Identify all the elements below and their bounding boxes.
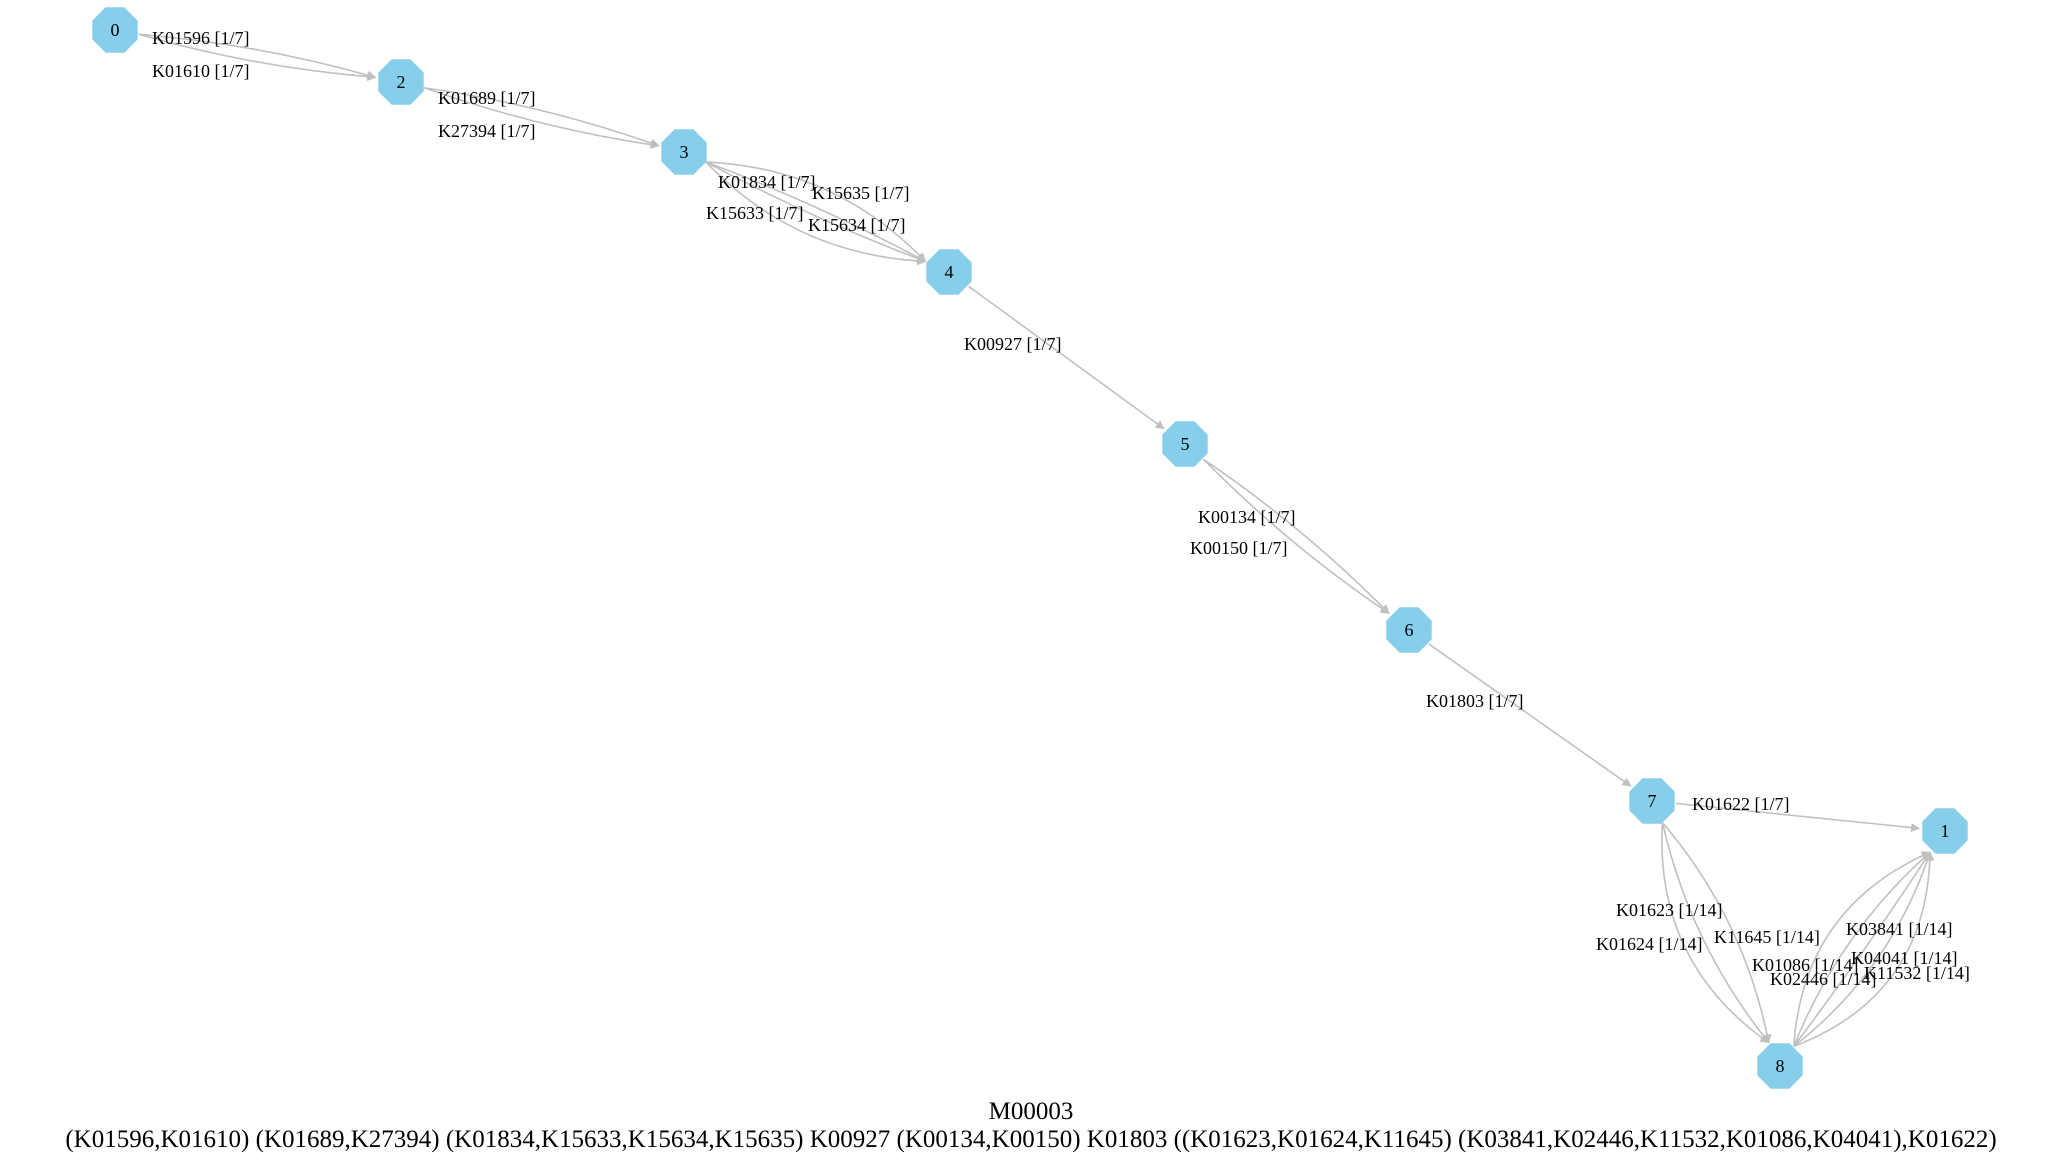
edge-label: K27394 [1/7] [438, 121, 536, 141]
edge-label: K00150 [1/7] [1190, 538, 1288, 558]
edge-7-1-12 [1675, 802, 1921, 833]
edge-7-8-14 [1661, 822, 1770, 1044]
edge-label-layer: K01596 [1/7] K01610 [1/7] K01689 [1/7] K273… [152, 28, 1970, 989]
edge-label: K02446 [1/14] [1770, 969, 1877, 989]
edge-label: K00927 [1/7] [964, 334, 1062, 354]
node-octagon [378, 59, 424, 105]
edge-layer [138, 33, 1935, 1048]
node-7: 7 [1629, 778, 1675, 824]
edge-label: K15633 [1/7] [706, 203, 804, 223]
edge-6-7-11 [1428, 643, 1632, 787]
edge-4-5-8 [967, 285, 1165, 430]
edge-label: K01610 [1/7] [152, 61, 250, 81]
node-3: 3 [661, 129, 707, 175]
edge-label: K03841 [1/14] [1846, 919, 1953, 939]
node-0: 0 [92, 7, 138, 53]
edge-label: K01623 [1/14] [1616, 900, 1723, 920]
edge-3-4-5 [705, 161, 926, 262]
edge-8-1-19 [1793, 851, 1931, 1047]
node-label: 3 [680, 142, 689, 162]
edge-7-8-15 [1661, 822, 1772, 1044]
node-octagon [1162, 421, 1208, 467]
node-octagon [661, 129, 707, 175]
module-definition: (K01596,K01610) (K01689,K27394) (K01834,… [65, 1126, 1997, 1153]
edge-3-4-6 [705, 161, 927, 266]
edge-8-1-16 [1792, 851, 1931, 1047]
edge-8-1-18 [1793, 851, 1932, 1047]
edge-label: K15635 [1/7] [812, 183, 910, 203]
edge-0-2-0 [138, 33, 377, 80]
edge-8-1-17 [1793, 851, 1931, 1047]
edge-2-3-3 [424, 87, 660, 150]
edge-label: K01622 [1/7] [1692, 794, 1790, 814]
edge-label: K15634 [1/7] [808, 215, 906, 235]
node-label: 0 [111, 20, 120, 40]
node-label: 1 [1941, 821, 1950, 841]
edge-8-1-20 [1793, 851, 1935, 1048]
edge-label: K00134 [1/7] [1198, 507, 1296, 527]
edge-label: K01624 [1/14] [1596, 934, 1703, 954]
node-1: 1 [1922, 808, 1968, 854]
node-label: 8 [1776, 1056, 1785, 1076]
edge-label: K01086 [1/14] [1752, 955, 1859, 975]
node-8: 8 [1757, 1043, 1803, 1089]
edge-7-8-13 [1661, 822, 1770, 1044]
node-label: 7 [1648, 791, 1657, 811]
edge-3-4-4 [705, 161, 927, 262]
edge-label: K01596 [1/7] [152, 28, 250, 48]
node-octagon [926, 249, 972, 295]
node-5: 5 [1162, 421, 1208, 467]
node-octagon [1757, 1043, 1803, 1089]
node-4: 4 [926, 249, 972, 295]
node-6: 6 [1386, 607, 1432, 653]
node-label: 2 [397, 72, 406, 92]
edge-5-6-9 [1203, 458, 1390, 615]
node-octagon [92, 7, 138, 53]
node-octagon [1629, 778, 1675, 824]
edge-5-6-10 [1202, 458, 1390, 615]
node-octagon [1922, 808, 1968, 854]
edge-label: K01689 [1/7] [438, 88, 536, 108]
node-2: 2 [378, 59, 424, 105]
node-label: 6 [1405, 620, 1414, 640]
edge-label: K11645 [1/14] [1714, 927, 1820, 947]
edge-label: K01803 [1/7] [1426, 691, 1524, 711]
node-label: 5 [1181, 434, 1190, 454]
edge-2-3-2 [424, 86, 660, 148]
edge-3-4-7 [705, 161, 927, 263]
edge-label: K11532 [1/14] [1864, 963, 1970, 983]
edge-label: K04041 [1/14] [1851, 948, 1958, 968]
edge-label: K01834 [1/7] [718, 172, 816, 192]
module-title: M00003 [988, 1098, 1074, 1125]
node-octagon [1386, 607, 1432, 653]
node-label: 4 [945, 262, 954, 282]
edge-0-2-1 [138, 33, 377, 82]
node-layer: 0 2 3 4 5 6 7 1 8 [92, 7, 1968, 1089]
